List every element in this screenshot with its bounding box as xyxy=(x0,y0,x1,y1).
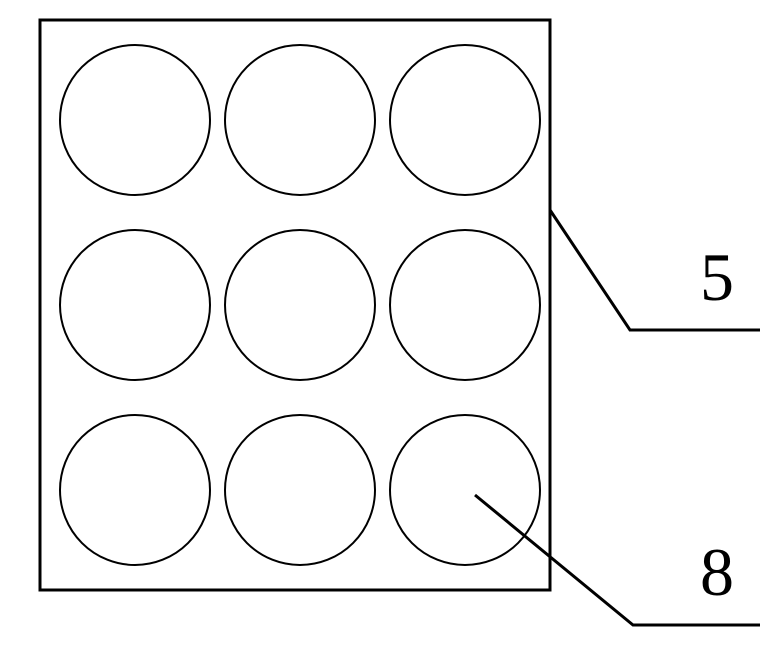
grid-circle xyxy=(225,45,375,195)
diagram-canvas: 58 xyxy=(0,0,778,656)
leader-label-5: 5 xyxy=(700,239,734,315)
grid-circle xyxy=(60,230,210,380)
grid-circle xyxy=(60,415,210,565)
leader-label-8: 8 xyxy=(700,534,734,610)
grid-circle xyxy=(225,230,375,380)
grid-circle xyxy=(390,230,540,380)
grid-circle xyxy=(225,415,375,565)
grid-circle xyxy=(60,45,210,195)
grid-circle xyxy=(390,415,540,565)
grid-circle xyxy=(390,45,540,195)
outer-box xyxy=(40,20,550,590)
